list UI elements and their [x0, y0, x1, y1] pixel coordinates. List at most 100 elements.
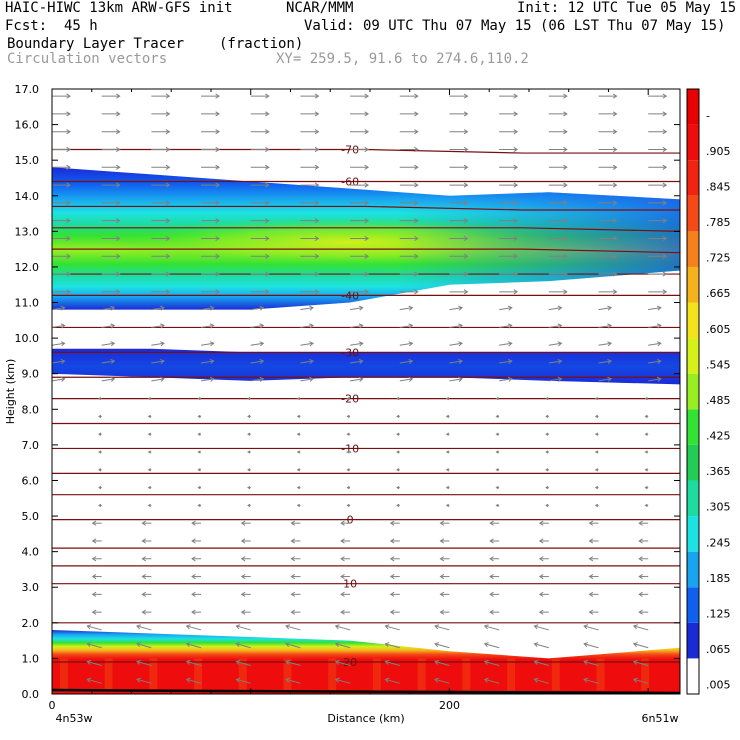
wind-vector-head: [495, 485, 499, 490]
wind-vector-head: [66, 218, 71, 224]
wind-vector-head: [563, 129, 568, 135]
wind-vector-head: [414, 111, 419, 117]
wind-vector-head: [533, 624, 539, 630]
wind-vector-head: [458, 305, 463, 311]
wind-vector-head: [414, 164, 419, 170]
x-tick-label: 0: [49, 699, 56, 712]
wind-vector-head: [334, 624, 340, 630]
wind-vector-head: [513, 235, 519, 242]
tracer-bl-streak: [551, 658, 560, 691]
wind-vector-head: [632, 642, 638, 648]
wind-vector-head: [364, 182, 370, 188]
wind-vector-head: [296, 414, 300, 419]
wind-vector-head: [612, 200, 618, 206]
wind-vector: [200, 360, 214, 364]
wind-vector-head: [644, 432, 648, 436]
wind-vector-head: [414, 235, 419, 242]
wind-vector-head: [545, 396, 549, 401]
wind-vector-head: [358, 341, 364, 347]
wind-vector-head: [141, 538, 147, 544]
wind-vector-head: [612, 218, 618, 224]
wind-vector: [250, 378, 264, 382]
colorbar-swatch: [687, 658, 699, 694]
field-units: (fraction): [219, 36, 304, 52]
wind-vector-head: [439, 538, 445, 544]
wind-vector-head: [495, 468, 499, 472]
x-tick-label: 200: [439, 699, 460, 712]
wind-vector-head: [197, 450, 201, 454]
wind-vector: [300, 342, 314, 346]
wind-vector: [499, 324, 512, 328]
wind-vector-head: [86, 677, 92, 683]
wind-vector-head: [66, 253, 71, 259]
wind-vector-head: [389, 573, 395, 580]
temperature-contour: [52, 248, 680, 254]
wind-vector-head: [644, 414, 648, 419]
y-tick-label: 14.0: [15, 190, 40, 203]
wind-vector-head: [662, 182, 668, 188]
wind-vector-head: [285, 677, 290, 683]
wind-vector-head: [439, 520, 445, 526]
wind-vector: [151, 378, 165, 382]
wind-vector-head: [463, 111, 469, 117]
wind-vector-head: [346, 503, 350, 508]
wind-vector-head: [545, 485, 549, 490]
wind-vector-head: [98, 485, 102, 490]
wind-vector-head: [408, 358, 414, 365]
wind-vector-head: [98, 414, 102, 419]
wind-vector-head: [191, 609, 196, 615]
wind-vector-head: [396, 468, 400, 472]
wind-vector-head: [240, 538, 246, 544]
wind-vector-head: [265, 129, 270, 135]
wind-vector-head: [240, 609, 246, 615]
contour-label: -40: [341, 289, 359, 302]
wind-vector-head: [364, 271, 370, 277]
y-axis-label: Height (km): [4, 359, 17, 425]
wind-vector-head: [545, 450, 549, 454]
wind-vector-head: [507, 341, 513, 347]
wind-vector: [186, 661, 202, 667]
wind-vector-head: [197, 468, 201, 472]
wind-vector: [385, 678, 400, 684]
wind-vector-head: [408, 305, 414, 311]
wind-vector-head: [285, 624, 290, 630]
wind-vector-head: [265, 253, 270, 259]
wind-vector-head: [247, 450, 251, 454]
wind-vector-head: [265, 164, 270, 170]
wind-vector-head: [364, 235, 370, 242]
wind-vector-head: [557, 341, 563, 347]
wind-vector-head: [644, 485, 648, 490]
wind-vector-head: [43, 557, 46, 561]
wind-vector-head: [66, 289, 71, 295]
wind-vector-head: [98, 450, 102, 454]
wind-vector-head: [507, 323, 513, 329]
wind-vector-head: [265, 271, 270, 277]
wind-vector-head: [612, 235, 618, 242]
colorbar-label: .545: [706, 358, 731, 371]
wind-vector-head: [513, 200, 519, 206]
wind-vector: [434, 625, 450, 631]
colorbar-swatch: [687, 160, 699, 196]
wind-vector-head: [191, 520, 196, 526]
wind-vector-head: [110, 376, 116, 382]
colorbar-label: .785: [706, 216, 731, 229]
wind-vector: [52, 682, 53, 684]
vectors-label: Circulation vectors: [7, 51, 168, 67]
wind-vector-head: [191, 538, 196, 544]
wind-vector: [52, 629, 53, 630]
wind-vector-head: [215, 253, 220, 259]
wind-vector-head: [334, 677, 340, 683]
wind-vector-head: [414, 93, 419, 99]
wind-vector: [434, 678, 450, 684]
wind-vector-head: [607, 376, 613, 382]
wind-vector: [399, 324, 413, 328]
wind-vector-head: [594, 396, 599, 401]
wind-vector-head: [309, 323, 314, 329]
tracer-bl-streak: [507, 658, 516, 691]
wind-vector: [449, 342, 463, 346]
wind-vector-head: [116, 164, 121, 170]
contour-label: 0: [347, 514, 354, 527]
wind-vector-head: [588, 520, 594, 526]
wind-vector-head: [314, 182, 320, 188]
